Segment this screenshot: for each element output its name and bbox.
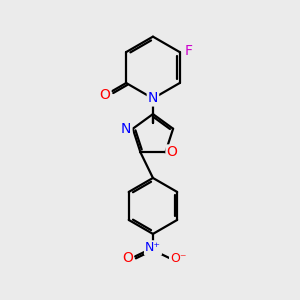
Text: F: F [184, 44, 193, 58]
Text: N: N [148, 92, 158, 106]
Text: N: N [121, 122, 131, 136]
Text: N⁺: N⁺ [145, 241, 161, 254]
Text: O⁻: O⁻ [170, 252, 187, 265]
Text: O: O [167, 146, 177, 159]
Text: O: O [100, 88, 110, 102]
Text: O: O [122, 251, 133, 266]
